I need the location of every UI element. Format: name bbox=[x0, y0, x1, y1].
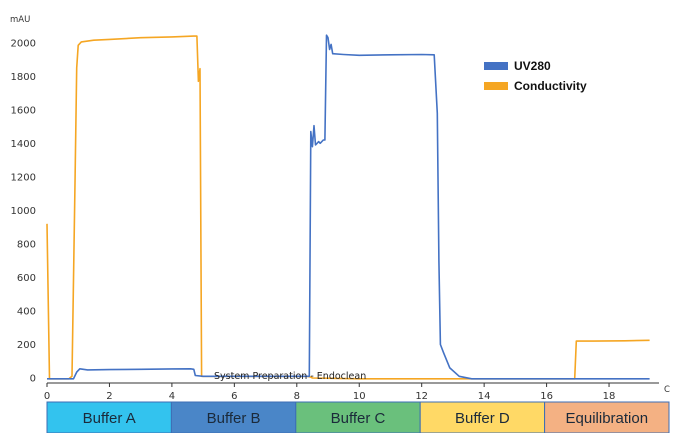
annotation-label: System Preparation - Endoclean bbox=[214, 371, 366, 382]
series-line-uv280 bbox=[47, 34, 650, 380]
y-tick-label: 600 bbox=[17, 273, 36, 284]
phase-block bbox=[419, 401, 546, 433]
phase-label: Buffer A bbox=[83, 410, 136, 427]
y-tick-label: 1600 bbox=[11, 105, 36, 116]
y-tick-label: 1800 bbox=[11, 72, 36, 83]
legend-label-uv280: UV280 bbox=[514, 59, 551, 73]
phase-block bbox=[170, 401, 297, 433]
x-tick-label: 14 bbox=[478, 391, 491, 402]
y-axis: mAU 0 200 400 600 800 1000 1200 1400 1600 1800 200… bbox=[10, 15, 36, 384]
phase-label: Equilibration bbox=[566, 410, 649, 427]
x-ticks: 0 2 4 6 8 10 12 14 16 18 bbox=[44, 383, 616, 402]
y-tick-label: 800 bbox=[17, 239, 36, 250]
phase-bar: Buffer A Buffer B Buffer C Buffer D Equilibr… bbox=[46, 401, 670, 433]
x-tick-label: 12 bbox=[415, 391, 428, 402]
y-tick-label: 2000 bbox=[11, 38, 36, 49]
phase-label: Buffer C bbox=[331, 410, 386, 427]
y-tick-label: 200 bbox=[17, 340, 36, 351]
phase-label: Buffer B bbox=[207, 410, 261, 427]
y-tick-label: 1000 bbox=[11, 206, 36, 217]
x-tick-label: 6 bbox=[231, 391, 237, 402]
y-tick-label: 0 bbox=[30, 373, 36, 384]
legend: UV280 Conductivity bbox=[484, 59, 587, 93]
legend-swatch-conductivity bbox=[484, 82, 508, 90]
y-axis-unit-label: mAU bbox=[10, 15, 30, 25]
x-tick-label: 4 bbox=[169, 391, 175, 402]
legend-label-conductivity: Conductivity bbox=[514, 79, 587, 93]
x-tick-label: 2 bbox=[106, 391, 112, 402]
y-tick-label: 1400 bbox=[11, 139, 36, 150]
x-tick-label: 18 bbox=[603, 391, 616, 402]
y-tick-label: 1200 bbox=[11, 172, 36, 183]
x-axis-unit-label: C bbox=[664, 385, 670, 395]
phase-block bbox=[544, 401, 670, 433]
y-tick-label: 400 bbox=[17, 306, 36, 317]
x-tick-label: 0 bbox=[44, 391, 50, 402]
legend-swatch-uv280 bbox=[484, 62, 508, 70]
x-tick-label: 10 bbox=[353, 391, 366, 402]
x-tick-label: 16 bbox=[540, 391, 553, 402]
y-tick-labels: 0 200 400 600 800 1000 1200 1400 1600 1800 2000 bbox=[11, 38, 36, 384]
series-lines bbox=[46, 34, 650, 380]
x-axis: 0 2 4 6 8 10 12 14 16 18 C bbox=[44, 382, 670, 402]
phase-label: Buffer D bbox=[455, 410, 510, 427]
x-tick-label: 8 bbox=[294, 391, 300, 402]
